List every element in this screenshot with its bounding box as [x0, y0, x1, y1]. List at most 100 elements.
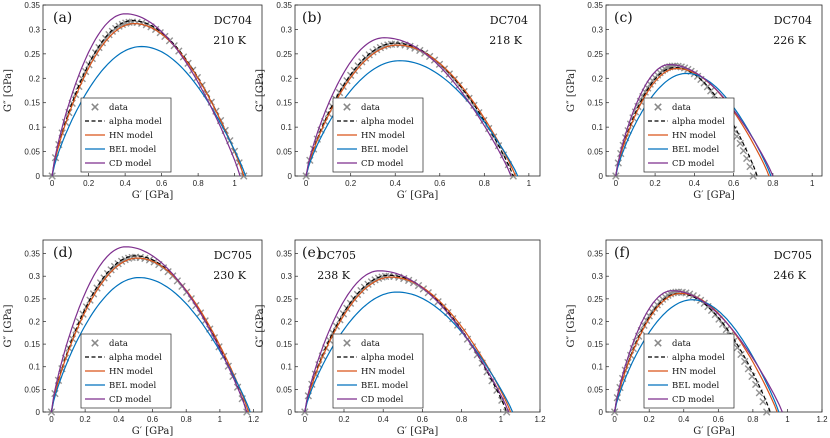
data-point	[749, 172, 757, 180]
sample-label: DC705	[774, 249, 812, 262]
y-tick-label: 0.25	[24, 295, 40, 304]
x-tick-label: 1.2	[534, 415, 546, 424]
y-axis-label: G″ [GPa]	[255, 69, 266, 112]
y-tick-label: 0.1	[29, 123, 41, 132]
legend-label-cd: CD model	[361, 159, 404, 169]
y-tick-label: 0.25	[587, 50, 603, 59]
legend-label-cd: CD model	[109, 395, 152, 405]
x-tick-label: 0.8	[193, 179, 205, 188]
y-tick-label: 0.15	[587, 99, 603, 108]
panel-d: (d) DC705 230 K 0 0.2 0.4 0.6 0.8 1 1.2 0 0.05 0.…	[3, 239, 263, 437]
x-tick-label: 0.6	[713, 415, 725, 424]
y-tick-label: 0.3	[592, 25, 604, 34]
x-tick-label: 0.6	[417, 415, 429, 424]
y-tick-label: 0.3	[281, 272, 293, 281]
legend-label-hn: HN model	[672, 131, 716, 141]
y-tick-label: 0.2	[281, 317, 293, 326]
panel-b: (b) DC704 218 K 0 0.2 0.4 0.6 0.8 1 0 0.05 0.1 0.…	[255, 1, 541, 201]
x-tick-label: 0.4	[689, 179, 701, 188]
y-tick-label: 0.1	[29, 363, 41, 372]
panel-label: (a)	[53, 10, 72, 26]
panel-c: (c) DC704 226 K 0 0.2 0.4 0.6 0.8 1 0 0.05 0.1 0.…	[566, 1, 823, 201]
x-tick-label: 1	[499, 415, 504, 424]
y-axis-label: G″ [GPa]	[566, 69, 577, 112]
x-tick-label: 0	[49, 415, 54, 424]
legend-label-data: data	[109, 103, 128, 113]
y-tick-label: 0.05	[587, 385, 603, 394]
y-tick-label: 0.3	[29, 272, 41, 281]
temperature-label: 246 K	[773, 269, 806, 282]
legend-label-cd: CD model	[109, 159, 152, 169]
series-cd-line	[304, 270, 510, 413]
y-tick-label: 0.05	[276, 148, 292, 157]
x-tick-label: 1	[232, 179, 237, 188]
x-tick-label: 0.8	[479, 179, 491, 188]
panel-f: (f) DC705 246 K 0 0.2 0.4 0.6 0.8 1 1.2 0 0.05 0.…	[566, 239, 828, 437]
y-tick-label: 0.2	[29, 74, 41, 83]
y-axis-label: G″ [GPa]	[3, 304, 14, 347]
legend-label-data: data	[672, 339, 691, 349]
y-axis-label: G″ [GPa]	[566, 304, 577, 347]
legend-label-data: data	[109, 339, 128, 349]
data-point	[759, 398, 767, 406]
data-point	[744, 365, 753, 373]
legend-label-hn: HN model	[109, 131, 153, 141]
data-point	[722, 325, 731, 334]
legend-label-alpha: alpha model	[361, 117, 414, 127]
x-tick-label: 0	[614, 179, 619, 188]
y-tick-label: 0.15	[24, 99, 40, 108]
y-tick-label: 0.15	[24, 340, 40, 349]
x-tick-label: 0.8	[747, 415, 759, 424]
legend-label-bel: BEL model	[361, 381, 408, 391]
series-cd-line	[615, 63, 774, 177]
data-markers	[302, 40, 517, 180]
legend-label-alpha: alpha model	[361, 353, 414, 363]
series-hn-line	[615, 67, 770, 177]
data-point	[95, 43, 103, 52]
x-tick-label: 0.4	[378, 415, 390, 424]
temperature-label: 218 K	[489, 34, 522, 47]
legend-marker-data	[343, 103, 351, 111]
legend-label-data: data	[361, 339, 380, 349]
series-bel-line	[615, 72, 772, 177]
data-point	[736, 139, 744, 148]
x-axis-label: G′ [GPa]	[132, 190, 174, 201]
x-tick-label: 0.2	[345, 179, 357, 188]
series-hn-line	[614, 292, 778, 413]
legend-marker-data	[91, 339, 99, 347]
temperature-label: 210 K	[213, 34, 246, 47]
x-tick-label: 0.8	[181, 415, 193, 424]
sample-label: DC704	[214, 14, 252, 27]
y-tick-label: 0.3	[281, 25, 293, 34]
y-tick-label: 0	[288, 408, 293, 417]
panel-label: (d)	[53, 245, 73, 261]
legend-label-hn: HN model	[109, 367, 153, 377]
x-tick-label: 1.2	[248, 415, 260, 424]
series-hn-line	[50, 257, 250, 413]
y-tick-label: 0	[599, 172, 604, 181]
legend-label-hn: HN model	[672, 367, 716, 377]
x-tick-label: 0.6	[728, 179, 740, 188]
y-tick-label: 0.15	[276, 340, 292, 349]
y-axis-label: G″ [GPa]	[255, 304, 266, 347]
y-tick-label: 0	[599, 408, 604, 417]
x-tick-label: 0.4	[678, 415, 690, 424]
x-tick-label: 0.4	[390, 179, 402, 188]
legend-label-alpha: alpha model	[672, 353, 725, 363]
series-bel-line	[50, 277, 251, 413]
legend-marker-data	[654, 339, 662, 347]
panel-label: (b)	[302, 10, 322, 26]
y-tick-label: 0.1	[592, 363, 604, 372]
legend-label-bel: BEL model	[109, 145, 156, 155]
legend-label-alpha: alpha model	[109, 353, 162, 363]
legend-label-alpha: alpha model	[672, 117, 725, 127]
x-axis-label: G′ [GPa]	[132, 426, 174, 437]
data-point	[746, 162, 754, 171]
y-tick-label: 0.25	[24, 50, 40, 59]
y-tick-label: 0	[288, 172, 293, 181]
data-point	[751, 380, 760, 389]
y-tick-label: 0.2	[29, 317, 41, 326]
series-alpha-line	[51, 19, 245, 177]
panel-label: (f)	[614, 245, 630, 261]
y-tick-label: 0.15	[587, 340, 603, 349]
